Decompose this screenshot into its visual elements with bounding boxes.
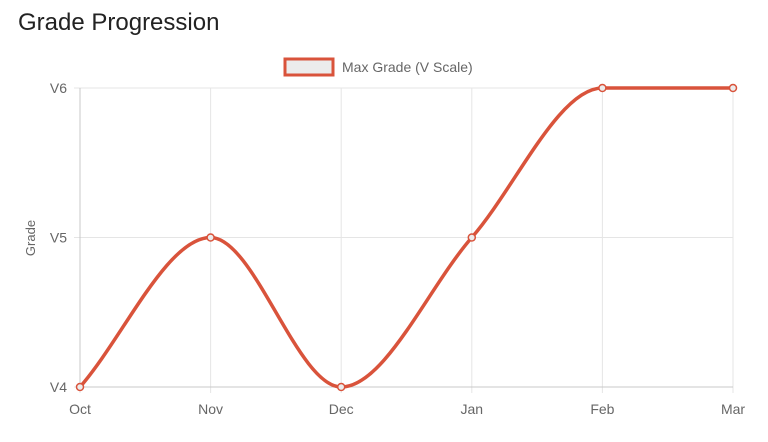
- series-group: [75, 83, 738, 392]
- legend-swatch: [283, 57, 335, 77]
- data-point[interactable]: [467, 233, 477, 242]
- y-tick-label: V4: [50, 379, 67, 395]
- x-tick-label: Oct: [69, 401, 91, 417]
- x-tick-label: Nov: [198, 401, 223, 417]
- x-tick-label: Jan: [461, 401, 484, 417]
- x-tick-label: Feb: [590, 401, 614, 417]
- data-point[interactable]: [75, 382, 85, 392]
- grid-group: [74, 87, 734, 393]
- x-tick-label: Mar: [721, 401, 745, 417]
- data-point[interactable]: [336, 382, 346, 392]
- data-point[interactable]: [598, 83, 607, 93]
- y-tick-label: V5: [50, 230, 67, 246]
- legend[interactable]: Max Grade (V Scale): [283, 57, 473, 77]
- axes-group: Oct Nov Dec Jan Feb Mar V4 V5 V6: [50, 80, 746, 417]
- legend-label: Max Grade (V Scale): [342, 59, 473, 75]
- data-point[interactable]: [206, 233, 215, 242]
- x-tick-label: Dec: [329, 401, 354, 417]
- y-tick-label: V6: [50, 80, 67, 96]
- page-title: Grade Progression: [18, 9, 220, 36]
- y-axis-title: Grade: [23, 220, 38, 256]
- data-point[interactable]: [728, 83, 738, 93]
